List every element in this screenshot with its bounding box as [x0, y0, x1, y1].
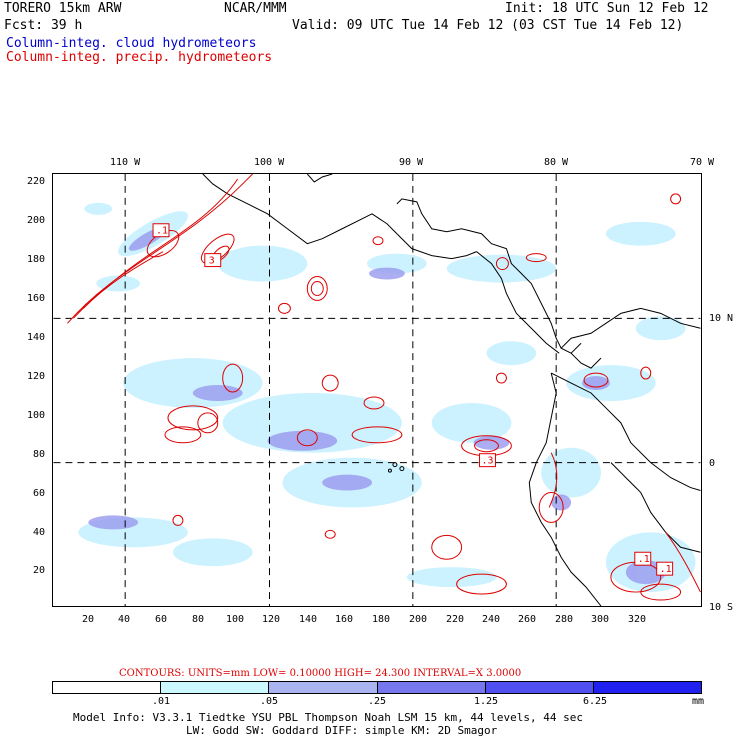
x-tick: 260	[518, 614, 537, 625]
y-tick: 220	[27, 176, 46, 187]
x-tick: 200	[409, 614, 428, 625]
box-label: .1	[638, 554, 650, 565]
y-tick: 180	[27, 254, 46, 265]
legend-swatch	[485, 682, 594, 693]
y-tick: 160	[27, 293, 46, 304]
contour-label-text: .1 3 .3 .1 .1	[156, 226, 672, 575]
legend-swatch	[161, 682, 270, 693]
model-title: TORERO 15km ARW	[4, 1, 122, 16]
valid-time: Valid: 09 UTC Tue 14 Feb 12 (03 CST Tue …	[292, 18, 684, 33]
x-tick: 240	[482, 614, 501, 625]
x-tick: 160	[335, 614, 354, 625]
legend-label: .05	[260, 696, 279, 707]
color-legend	[52, 681, 702, 694]
box-label: 3	[209, 256, 215, 267]
legend-swatch	[269, 682, 378, 693]
legend-swatch	[593, 682, 702, 693]
forecast-map: .1 3 .3 .1 .1	[52, 173, 702, 607]
model-info: Model Info: V3.3.1 Tiedtke YSU PBL Thomp…	[73, 711, 583, 724]
init-time: Init: 18 UTC Sun 12 Feb 12	[505, 1, 709, 16]
cloud-shading	[78, 202, 696, 593]
legend-label: 1.25	[474, 696, 499, 707]
lon-label-110w: 110 W	[110, 157, 141, 168]
precip-contours	[67, 174, 701, 601]
y-tick: 140	[27, 332, 46, 343]
cloud-field-title: Column-integ. cloud hydrometeors	[6, 36, 257, 51]
center-name: NCAR/MMM	[224, 1, 287, 16]
y-tick: 120	[27, 371, 46, 382]
graticule	[53, 174, 701, 606]
x-tick: 320	[628, 614, 647, 625]
x-tick: 100	[226, 614, 245, 625]
legend-label: .25	[368, 696, 387, 707]
lat-label-10s: 10 S	[709, 602, 734, 613]
y-tick: 60	[33, 488, 46, 499]
y-tick: 100	[27, 410, 46, 421]
contour-label-boxes	[152, 223, 674, 576]
x-tick: 20	[82, 614, 95, 625]
y-tick: 20	[33, 565, 46, 576]
box-label: .1	[660, 564, 672, 575]
x-tick: 280	[555, 614, 574, 625]
contour-info: CONTOURS: UNITS=mm LOW= 0.10000 HIGH= 24…	[119, 668, 522, 679]
box-label: .3	[482, 456, 494, 467]
lon-label-100w: 100 W	[254, 157, 285, 168]
x-tick: 60	[155, 614, 168, 625]
forecast-hour: Fcst: 39 h	[4, 18, 83, 33]
x-tick: 120	[262, 614, 281, 625]
x-tick: 80	[192, 614, 205, 625]
y-tick: 40	[33, 527, 46, 538]
box-label: .1	[156, 226, 168, 237]
y-tick: 80	[33, 449, 46, 460]
legend-label: .01	[152, 696, 171, 707]
x-tick: 40	[118, 614, 131, 625]
y-tick: 200	[27, 215, 46, 226]
lon-label-70w: 70 W	[690, 157, 715, 168]
physics-info: LW: Godd SW: Goddard DIFF: simple KM: 2D…	[186, 724, 498, 737]
legend-units: mm	[692, 696, 705, 707]
lon-label-90w: 90 W	[399, 157, 424, 168]
lat-label-0: 0	[709, 458, 716, 469]
precip-field-title: Column-integ. precip. hydrometeors	[6, 50, 273, 65]
coastlines	[202, 174, 701, 606]
x-tick: 180	[372, 614, 391, 625]
lat-label-10n: 10 N	[709, 313, 734, 324]
legend-swatch	[377, 682, 486, 693]
x-tick: 300	[591, 614, 610, 625]
legend-label: 6.25	[583, 696, 608, 707]
legend-swatch	[53, 682, 162, 693]
x-tick: 140	[299, 614, 318, 625]
lon-label-80w: 80 W	[544, 157, 569, 168]
x-tick: 220	[446, 614, 465, 625]
